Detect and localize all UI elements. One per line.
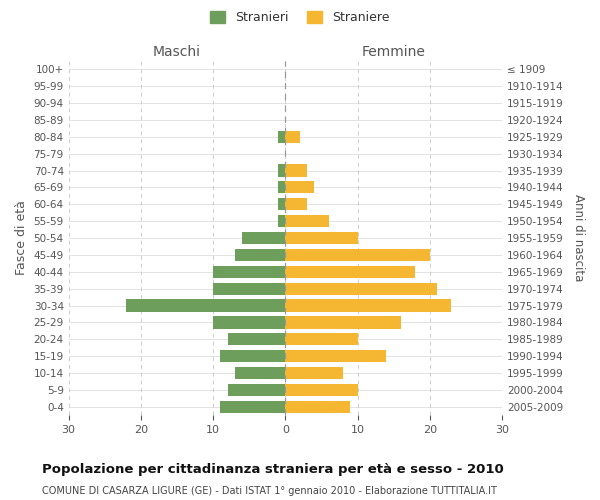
Bar bbox=[286, 232, 358, 244]
Legend: Stranieri, Straniere: Stranieri, Straniere bbox=[205, 6, 395, 29]
Bar bbox=[286, 401, 350, 413]
Bar bbox=[286, 367, 343, 379]
Bar bbox=[286, 266, 415, 278]
Bar bbox=[286, 130, 300, 143]
Bar bbox=[127, 300, 286, 312]
Bar bbox=[286, 164, 307, 176]
Bar bbox=[286, 249, 430, 261]
Bar bbox=[286, 215, 329, 228]
Text: Femmine: Femmine bbox=[362, 45, 425, 59]
Bar bbox=[235, 249, 286, 261]
Bar bbox=[278, 164, 286, 176]
Bar bbox=[213, 316, 286, 328]
Bar bbox=[227, 333, 286, 345]
Bar bbox=[286, 282, 437, 295]
Bar bbox=[235, 367, 286, 379]
Bar bbox=[213, 282, 286, 295]
Bar bbox=[220, 401, 286, 413]
Bar bbox=[286, 316, 401, 328]
Bar bbox=[286, 333, 358, 345]
Bar bbox=[286, 300, 451, 312]
Y-axis label: Anni di nascita: Anni di nascita bbox=[572, 194, 585, 282]
Bar bbox=[286, 182, 314, 194]
Bar bbox=[286, 350, 386, 362]
Text: Popolazione per cittadinanza straniera per età e sesso - 2010: Popolazione per cittadinanza straniera p… bbox=[42, 462, 504, 475]
Bar bbox=[286, 198, 307, 210]
Bar bbox=[220, 350, 286, 362]
Bar bbox=[286, 384, 358, 396]
Bar bbox=[278, 130, 286, 143]
Bar bbox=[213, 266, 286, 278]
Y-axis label: Fasce di età: Fasce di età bbox=[15, 200, 28, 276]
Bar bbox=[227, 384, 286, 396]
Text: Maschi: Maschi bbox=[153, 45, 201, 59]
Bar bbox=[278, 215, 286, 228]
Bar bbox=[278, 198, 286, 210]
Bar bbox=[278, 182, 286, 194]
Text: COMUNE DI CASARZA LIGURE (GE) - Dati ISTAT 1° gennaio 2010 - Elaborazione TUTTIT: COMUNE DI CASARZA LIGURE (GE) - Dati IST… bbox=[42, 486, 497, 496]
Bar bbox=[242, 232, 286, 244]
